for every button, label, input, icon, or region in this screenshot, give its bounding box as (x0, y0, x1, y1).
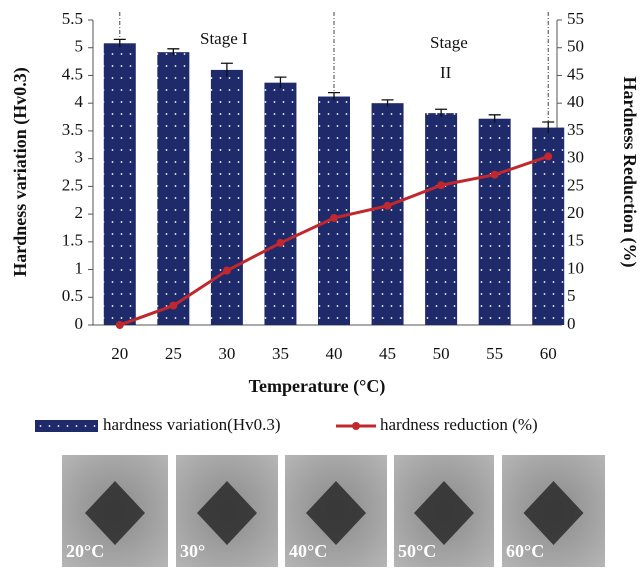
line-point (384, 202, 392, 210)
y-tick-label: 2 (75, 203, 84, 222)
y2-tick-label: 5 (567, 286, 576, 305)
y2-tick-label: 0 (567, 314, 576, 333)
y-tick-label: 1 (75, 258, 84, 277)
legend-swatch (35, 420, 98, 432)
line-point (437, 181, 445, 189)
x-tick-label: 55 (486, 344, 503, 363)
bar (211, 70, 243, 325)
img-label: 40°C (289, 541, 327, 561)
x-tick-label: 35 (272, 344, 289, 363)
y-tick-label: 4 (75, 92, 84, 111)
y-tick-label: 4.5 (62, 64, 83, 83)
bar (264, 83, 296, 325)
x-tick-label: 40 (326, 344, 343, 363)
line-point (491, 171, 499, 179)
x-tick-label: 45 (379, 344, 396, 363)
y-tick-label: 1.5 (62, 231, 83, 250)
line-point (544, 152, 552, 160)
legend-label: hardness reduction (%) (380, 415, 538, 434)
legend-swatch (352, 422, 360, 430)
annotation: Stage I (200, 29, 248, 48)
line-point (330, 214, 338, 222)
img-label: 60°C (506, 541, 544, 561)
y-tick-label: 5.5 (62, 9, 83, 28)
annotation: Stage (430, 33, 468, 52)
y2-axis-title: Hardness Reduction (%) (619, 76, 640, 267)
x-tick-label: 60 (540, 344, 557, 363)
x-tick-label: 20 (111, 344, 128, 363)
bar (318, 97, 350, 325)
legend-label: hardness variation(Hv0.3) (103, 415, 281, 434)
y-tick-label: 5 (75, 37, 84, 56)
y2-tick-label: 20 (567, 203, 584, 222)
x-tick-label: 50 (433, 344, 450, 363)
y-tick-label: 3.5 (62, 120, 83, 139)
y2-tick-label: 25 (567, 175, 584, 194)
bar (372, 103, 404, 325)
y2-tick-label: 15 (567, 231, 584, 250)
bar (425, 113, 457, 325)
x-tick-label: 30 (218, 344, 235, 363)
y-tick-label: 2.5 (62, 175, 83, 194)
y-tick-label: 3 (75, 148, 84, 167)
line-point (276, 239, 284, 247)
line-point (169, 302, 177, 310)
y2-tick-label: 35 (567, 120, 584, 139)
y2-tick-label: 30 (567, 148, 584, 167)
bar (157, 52, 189, 325)
y-tick-label: 0.5 (62, 286, 83, 305)
x-axis-title: Temperature (°C) (249, 376, 386, 397)
y2-tick-label: 45 (567, 64, 584, 83)
line-point (116, 321, 124, 329)
y2-tick-label: 10 (567, 258, 584, 277)
x-tick-label: 25 (165, 344, 182, 363)
chart: Temperature (°C) Hardness variation (Hv0… (0, 0, 642, 569)
line-point (223, 267, 231, 275)
y2-tick-label: 50 (567, 37, 584, 56)
bar (479, 119, 511, 325)
y2-tick-label: 55 (567, 9, 584, 28)
annotation: II (440, 63, 452, 82)
img-label: 30° (180, 541, 205, 561)
y-tick-label: 0 (75, 314, 84, 333)
bar (104, 43, 136, 325)
img-label: 50°C (398, 541, 436, 561)
y-axis-title: Hardness variation (Hv0.3) (10, 67, 31, 277)
img-label: 20°C (66, 541, 104, 561)
y2-tick-label: 40 (567, 92, 584, 111)
